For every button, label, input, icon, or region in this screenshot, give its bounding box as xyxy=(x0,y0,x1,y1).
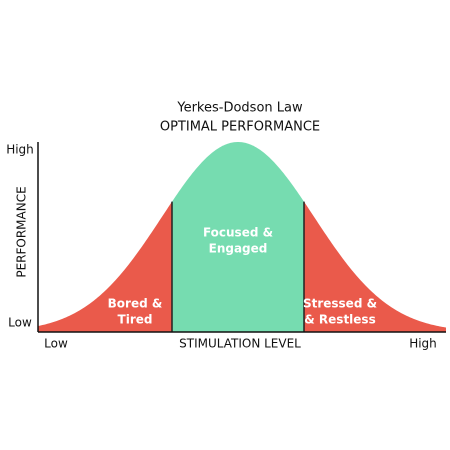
x-axis-label: STIMULATION LEVEL xyxy=(179,337,301,351)
zone-label: Stressed & xyxy=(303,297,377,311)
zone-right xyxy=(304,201,446,332)
title: Yerkes-Dodson Law xyxy=(176,101,303,116)
zone-label: Engaged xyxy=(209,242,268,256)
y-axis-label: PERFORMANCE xyxy=(15,186,29,277)
zone-label: & Restless xyxy=(304,313,375,327)
zone-middle xyxy=(172,142,304,332)
x-high: High xyxy=(409,337,437,351)
curve xyxy=(38,142,446,332)
x-low: Low xyxy=(44,337,68,351)
zone-label: Focused & xyxy=(203,226,273,240)
y-low: Low xyxy=(8,316,32,330)
zone-left xyxy=(38,201,172,332)
zone-label: Tired xyxy=(118,313,153,327)
subtitle: OPTIMAL PERFORMANCE xyxy=(160,120,320,135)
y-high: High xyxy=(6,143,34,157)
zone-label: Bored & xyxy=(108,297,163,311)
